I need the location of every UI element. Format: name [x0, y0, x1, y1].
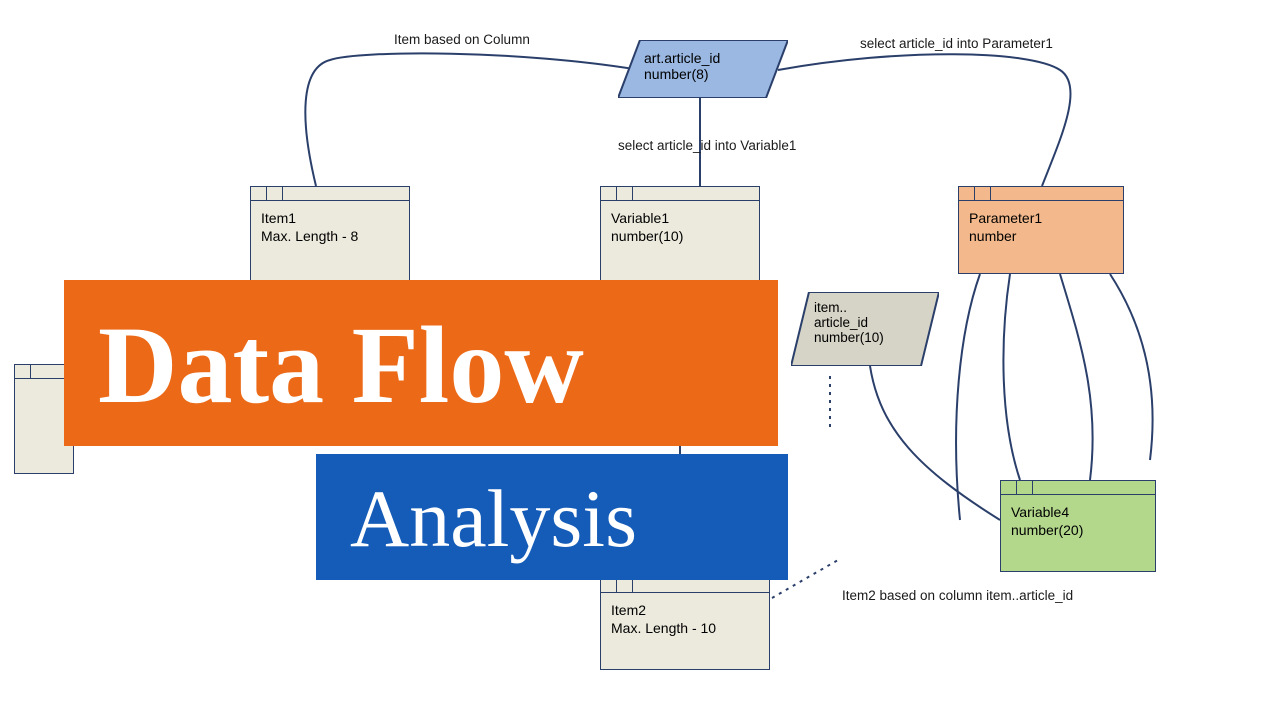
title-line2: Analysis: [316, 454, 788, 580]
node-line2: number: [969, 227, 1113, 245]
label-item-based: Item based on Column: [394, 32, 530, 47]
node-line2: number(8): [644, 66, 762, 82]
node-line1: Variable1: [611, 209, 749, 227]
node-line1: Parameter1: [969, 209, 1113, 227]
node-line2: Max. Length - 10: [611, 619, 759, 637]
node-line1: Variable4: [1011, 503, 1145, 521]
label-item2-based: Item2 based on column item..article_id: [842, 588, 1073, 603]
node-parameter1: Parameter1 number: [958, 186, 1124, 274]
node-art-article-id: art.article_id number(8): [628, 40, 778, 98]
node-line2: number(10): [611, 227, 749, 245]
node-variable1: Variable1 number(10): [600, 186, 760, 288]
node-line1: Item1: [261, 209, 399, 227]
node-line2: article_id: [814, 315, 916, 330]
node-line1: item..: [814, 300, 916, 315]
node-item1: Item1 Max. Length - 8: [250, 186, 410, 288]
title-line1: Data Flow: [64, 280, 778, 446]
node-line3: number(10): [814, 330, 916, 345]
label-select-param: select article_id into Parameter1: [860, 36, 1053, 51]
node-line2: number(20): [1011, 521, 1145, 539]
node-item2: Item2 Max. Length - 10: [600, 578, 770, 670]
label-select-var: select article_id into Variable1: [618, 138, 796, 153]
node-line1: Item2: [611, 601, 759, 619]
node-line1: art.article_id: [644, 50, 762, 66]
node-line2: Max. Length - 8: [261, 227, 399, 245]
node-variable4: Variable4 number(20): [1000, 480, 1156, 572]
node-item-article-id: item.. article_id number(10): [800, 292, 930, 366]
